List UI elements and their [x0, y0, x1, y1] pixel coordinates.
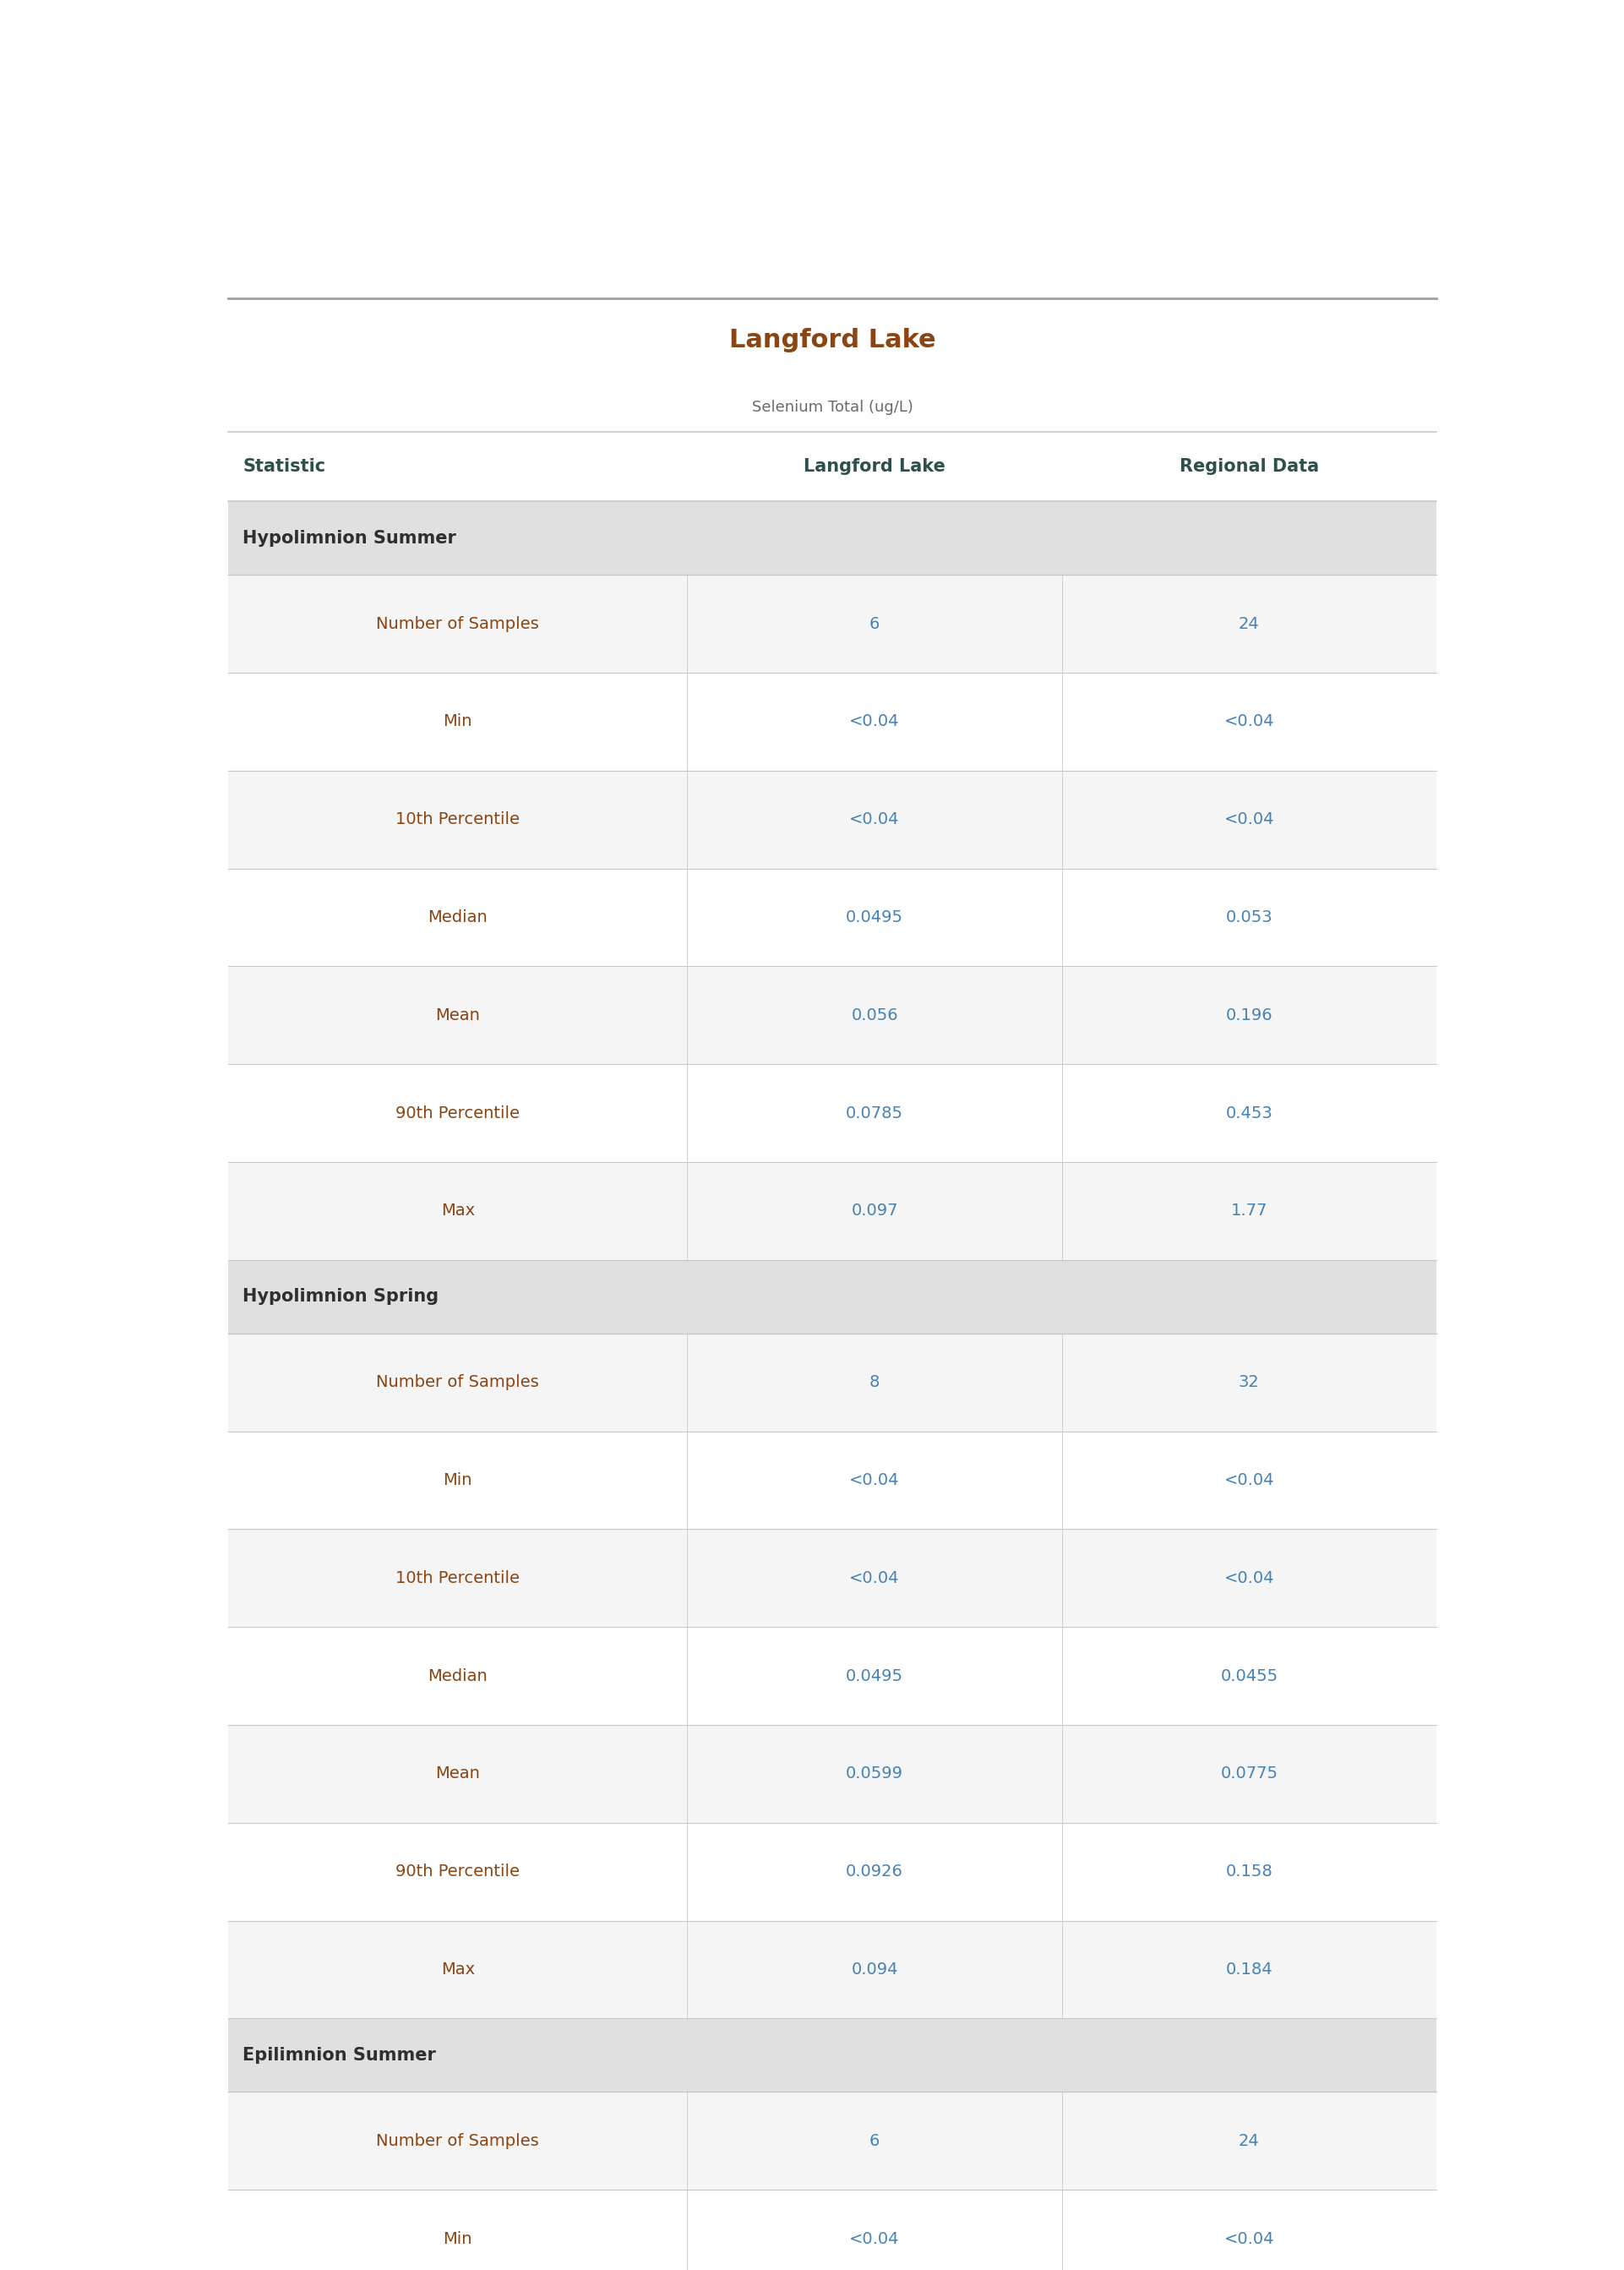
Text: Number of Samples: Number of Samples: [377, 1373, 539, 1389]
Text: 0.053: 0.053: [1226, 910, 1273, 926]
Bar: [227, 1628, 1436, 1725]
Text: <0.04: <0.04: [1224, 713, 1275, 729]
Bar: [227, 869, 1436, 967]
Bar: [227, 2191, 1436, 2270]
Text: 0.0775: 0.0775: [1220, 1766, 1278, 1782]
Text: <0.04: <0.04: [1224, 810, 1275, 829]
Bar: [227, 384, 1436, 431]
Bar: [227, 1725, 1436, 1823]
Text: Min: Min: [443, 713, 473, 729]
Text: <0.04: <0.04: [1224, 1473, 1275, 1489]
Text: Langford Lake: Langford Lake: [729, 329, 935, 352]
Text: Median: Median: [427, 910, 487, 926]
Text: 0.094: 0.094: [851, 1961, 898, 1977]
Text: Max: Max: [440, 1203, 474, 1219]
Text: <0.04: <0.04: [1224, 1571, 1275, 1587]
Text: 1.77: 1.77: [1231, 1203, 1267, 1219]
Bar: [227, 502, 1436, 574]
Bar: [227, 967, 1436, 1065]
Text: <0.04: <0.04: [849, 1571, 900, 1587]
Bar: [227, 431, 1436, 502]
Text: 24: 24: [1239, 2134, 1260, 2150]
Bar: [227, 672, 1436, 770]
Text: Statistic: Statistic: [242, 459, 325, 474]
Text: 10th Percentile: 10th Percentile: [396, 1571, 520, 1587]
Text: 90th Percentile: 90th Percentile: [396, 1105, 520, 1121]
Bar: [227, 1260, 1436, 1332]
Bar: [227, 770, 1436, 869]
Text: 0.0495: 0.0495: [846, 1668, 903, 1684]
Text: <0.04: <0.04: [1224, 2231, 1275, 2247]
Text: Epilimnion Summer: Epilimnion Summer: [242, 2048, 437, 2063]
Text: 0.184: 0.184: [1226, 1961, 1273, 1977]
Text: 90th Percentile: 90th Percentile: [396, 1864, 520, 1880]
Text: Hypolimnion Spring: Hypolimnion Spring: [242, 1287, 438, 1305]
Text: Min: Min: [443, 1473, 473, 1489]
Text: 8: 8: [869, 1373, 880, 1389]
Text: Number of Samples: Number of Samples: [377, 615, 539, 631]
Text: 6: 6: [869, 2134, 880, 2150]
Bar: [227, 1432, 1436, 1530]
Text: 0.0599: 0.0599: [846, 1766, 903, 1782]
Text: <0.04: <0.04: [849, 713, 900, 729]
Text: 0.0495: 0.0495: [846, 910, 903, 926]
Text: Mean: Mean: [435, 1008, 481, 1024]
Text: 0.097: 0.097: [851, 1203, 898, 1219]
Bar: [227, 1920, 1436, 2018]
Text: 0.0455: 0.0455: [1220, 1668, 1278, 1684]
Text: 0.0785: 0.0785: [846, 1105, 903, 1121]
Text: Median: Median: [427, 1668, 487, 1684]
Text: <0.04: <0.04: [849, 810, 900, 829]
Text: Selenium Total (ug/L): Selenium Total (ug/L): [752, 400, 913, 415]
Bar: [227, 574, 1436, 672]
Text: Hypolimnion Summer: Hypolimnion Summer: [242, 529, 456, 547]
Text: 0.056: 0.056: [851, 1008, 898, 1024]
Text: 0.453: 0.453: [1226, 1105, 1273, 1121]
Text: Number of Samples: Number of Samples: [377, 2134, 539, 2150]
Bar: [227, 1530, 1436, 1628]
Text: 24: 24: [1239, 615, 1260, 631]
Text: <0.04: <0.04: [849, 2231, 900, 2247]
Bar: [227, 2093, 1436, 2191]
Text: Regional Data: Regional Data: [1179, 459, 1319, 474]
Bar: [227, 300, 1436, 384]
Text: 0.158: 0.158: [1226, 1864, 1273, 1880]
Text: 32: 32: [1239, 1373, 1260, 1389]
Text: Langford Lake: Langford Lake: [804, 459, 945, 474]
Bar: [227, 1823, 1436, 1920]
Text: 6: 6: [869, 615, 880, 631]
Text: Mean: Mean: [435, 1766, 481, 1782]
Text: 0.196: 0.196: [1226, 1008, 1273, 1024]
Text: 0.0926: 0.0926: [846, 1864, 903, 1880]
Text: Min: Min: [443, 2231, 473, 2247]
Text: 10th Percentile: 10th Percentile: [396, 810, 520, 829]
Text: <0.04: <0.04: [849, 1473, 900, 1489]
Bar: [227, 1065, 1436, 1162]
Bar: [227, 1162, 1436, 1260]
Text: Max: Max: [440, 1961, 474, 1977]
Bar: [227, 2018, 1436, 2093]
Bar: [227, 1332, 1436, 1432]
